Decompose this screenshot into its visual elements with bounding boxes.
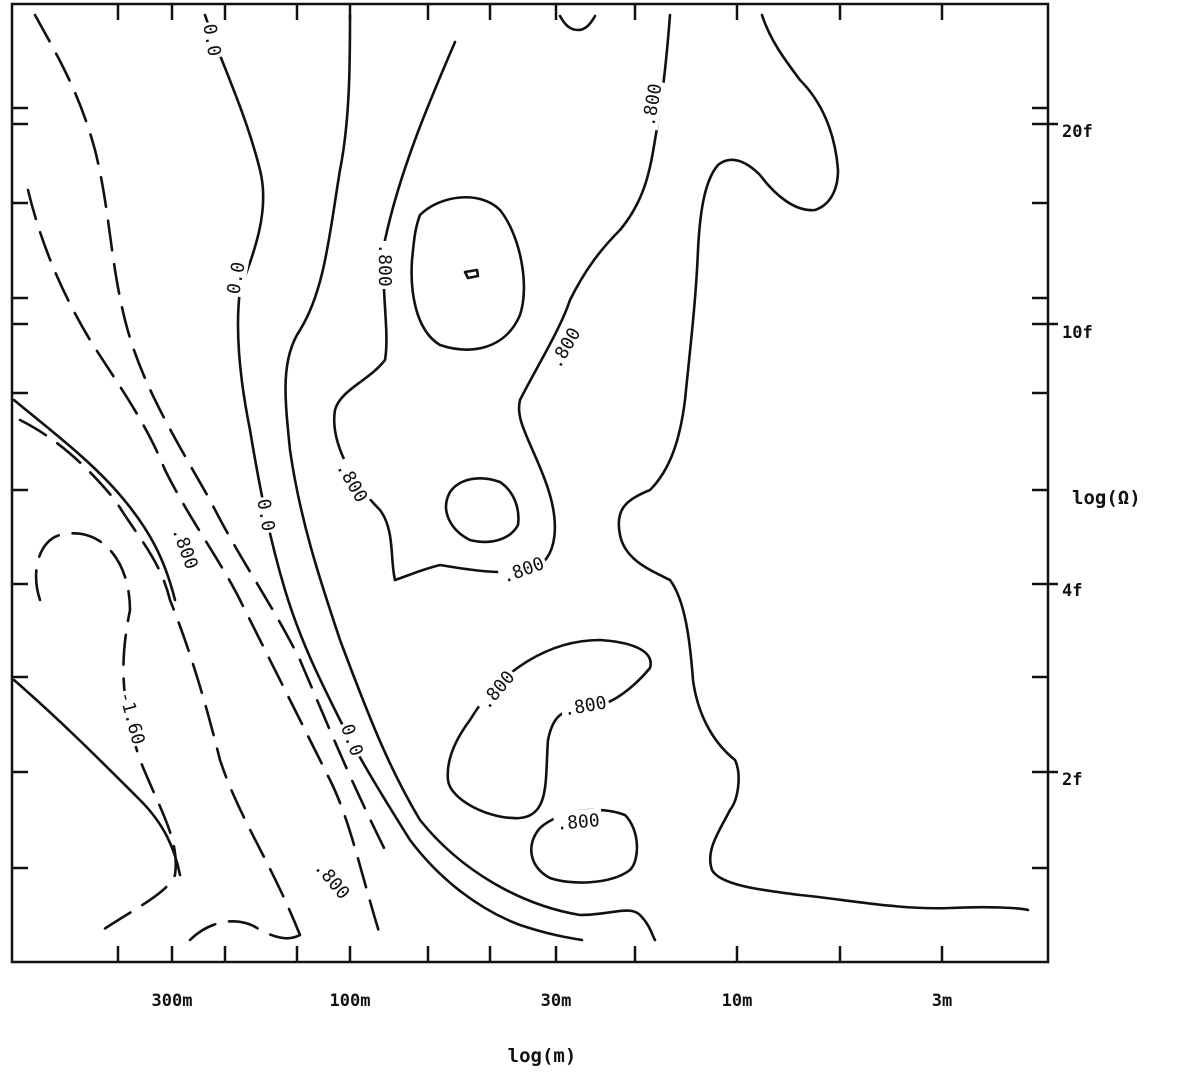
y-axis-title: log(Ω) bbox=[1072, 487, 1141, 509]
contour-line-point-8-1 bbox=[284, 13, 657, 942]
y-axis-tick-labels: 20f 10f 4f 2f bbox=[1062, 122, 1093, 790]
contour-line-neg-1 bbox=[33, 13, 392, 862]
x-tick-label: 10m bbox=[722, 991, 753, 1011]
x-tick-label: 3m bbox=[932, 991, 952, 1011]
contour-label: .800 bbox=[499, 553, 547, 588]
contour-label: .800 bbox=[562, 692, 608, 720]
x-axis-tick-labels: 300m 100m 30m 10m 3m bbox=[152, 991, 953, 1011]
contour-line-point-8-loop-1 bbox=[410, 196, 526, 351]
contour-line-neg-2 bbox=[26, 188, 382, 937]
contour-label: 0.0 bbox=[198, 22, 224, 58]
contour-line-point-8-loop-3 bbox=[444, 477, 520, 544]
x-axis-title: log(m) bbox=[508, 1045, 577, 1067]
contour-line-neg-3 bbox=[18, 418, 302, 937]
contour-label: .800 bbox=[638, 82, 666, 128]
contour-line-neg-5 bbox=[188, 919, 302, 942]
contour-label: 0.0 bbox=[252, 497, 278, 533]
contour-line-zero-1 bbox=[12, 398, 177, 602]
contour-line-point-8-2 bbox=[332, 13, 672, 582]
contour-line-point-8-loop-4 bbox=[446, 638, 652, 820]
contour-line-zero-3 bbox=[203, 13, 584, 942]
y-tick-label: 10f bbox=[1062, 323, 1093, 343]
x-tick-label: 300m bbox=[152, 991, 193, 1011]
y-tick-label: 2f bbox=[1062, 770, 1082, 790]
contour-line-neg-4 bbox=[34, 532, 178, 937]
contour-label: .800 bbox=[556, 810, 601, 835]
contour-line-point-8-loop-2 bbox=[463, 268, 480, 280]
contour-label: 0.0 bbox=[223, 260, 249, 296]
x-tick-label: 30m bbox=[541, 991, 572, 1011]
contour-line-point-8-3 bbox=[617, 13, 1030, 912]
y-tick-label: 4f bbox=[1062, 581, 1082, 601]
plot-frame bbox=[10, 2, 1050, 964]
contour-line-zero-2 bbox=[12, 678, 182, 877]
y-tick-label: 20f bbox=[1062, 122, 1093, 142]
contour-line-point-8-top bbox=[558, 14, 597, 32]
axis-ticks bbox=[12, 4, 1058, 962]
contour-labels: 0.0 0.0 0.0 0.0 .800 .800 .800 .800 .800… bbox=[114, 20, 667, 905]
contour-label: .800 bbox=[374, 243, 395, 286]
x-tick-label: 100m bbox=[330, 991, 371, 1011]
contour-lines bbox=[12, 13, 1030, 942]
contour-label: .800 bbox=[167, 524, 202, 572]
